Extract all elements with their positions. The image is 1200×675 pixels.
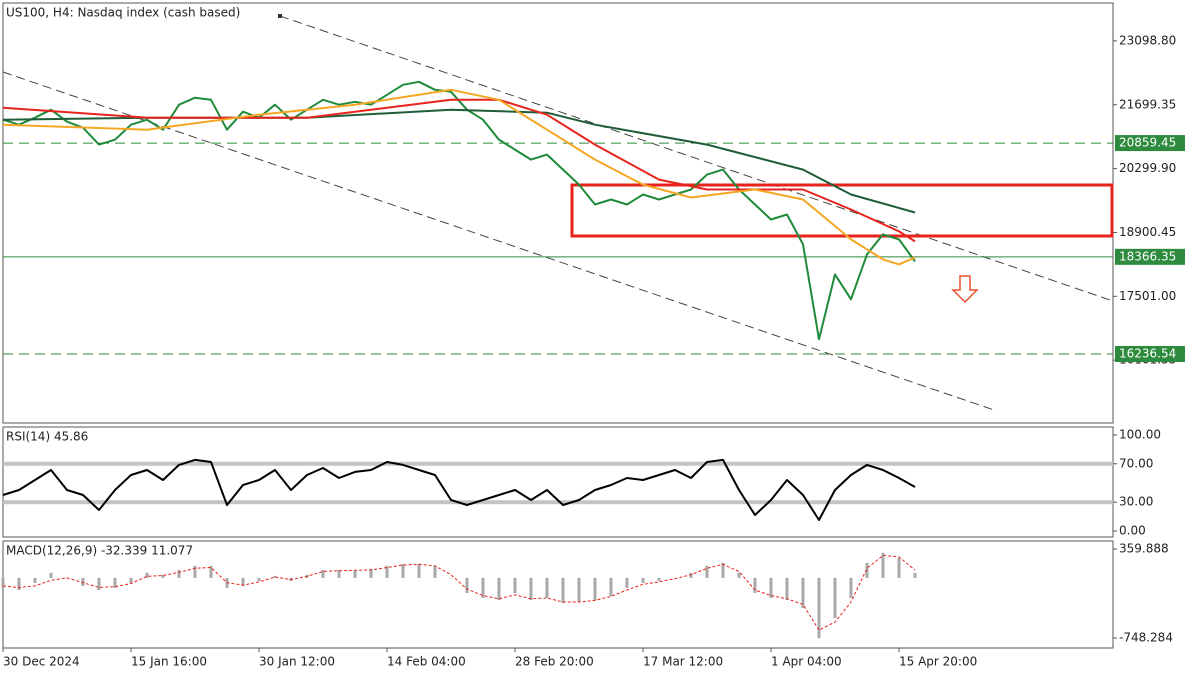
histogram-bar <box>657 577 661 581</box>
histogram-bar <box>577 577 581 602</box>
histogram-bar <box>497 577 501 600</box>
histogram-bar <box>97 577 101 590</box>
y-tick-label: 18900.45 <box>1119 225 1176 239</box>
histogram-bar <box>897 557 901 578</box>
series-line <box>2 554 916 631</box>
histogram-bar <box>625 577 629 588</box>
histogram-bar <box>433 565 437 578</box>
x-tick-label: 14 Feb 04:00 <box>387 655 466 669</box>
y-tick-label: 30.00 <box>1119 495 1153 509</box>
level-box <box>1115 248 1185 265</box>
histogram-bar <box>177 569 181 578</box>
y-tick-label: 100.00 <box>1119 427 1161 441</box>
y-tick-label: 0.00 <box>1119 523 1146 537</box>
histogram-bar <box>641 577 645 583</box>
histogram-bar <box>593 577 597 600</box>
resistance-zone <box>570 183 1114 238</box>
histogram-bar <box>481 577 485 598</box>
histogram-bar <box>721 562 725 578</box>
histogram-bar <box>33 577 37 583</box>
histogram-bar <box>769 577 773 598</box>
histogram-bar <box>449 577 453 579</box>
histogram-bar <box>833 577 837 619</box>
y-tick-label: 23098.80 <box>1119 33 1176 47</box>
histogram-bar <box>81 577 85 586</box>
histogram-bar <box>321 569 325 578</box>
histogram-bar <box>129 577 133 583</box>
channel-upper <box>279 15 1111 301</box>
histogram-bar <box>369 568 373 578</box>
histogram-bar <box>401 563 405 578</box>
histogram-bar <box>465 577 469 594</box>
histogram-bar <box>209 565 213 578</box>
histogram-bar <box>673 577 677 579</box>
histogram-bar <box>113 577 117 588</box>
histogram-bar <box>609 577 613 596</box>
histogram-bar <box>385 565 389 578</box>
level-label: 16236.54 <box>1119 346 1176 360</box>
histogram-bar <box>705 565 709 578</box>
histogram-bar <box>737 572 741 578</box>
x-tick-label: 30 Dec 2024 <box>3 655 80 669</box>
level-label: 20859.45 <box>1119 136 1176 150</box>
level-box <box>1115 135 1185 152</box>
y-tick-label: -748.284 <box>1119 630 1173 644</box>
series-line <box>2 88 916 266</box>
histogram-bar <box>273 575 277 578</box>
histogram-bar <box>881 552 885 578</box>
x-tick-label: 1 Apr 04:00 <box>771 655 842 669</box>
histogram-bar <box>1 577 5 588</box>
histogram-bar <box>689 572 693 578</box>
histogram-bar <box>17 577 21 590</box>
panel-title: MACD(12,26,9) -32.339 11.077 <box>6 544 193 558</box>
rsi-panel <box>2 426 1114 538</box>
plot-layer: 23098.80 21699.35 20299.90 18900.45 17501.00… <box>1 6 1185 669</box>
histogram-bar <box>785 577 789 600</box>
x-tick-label: 15 Apr 20:00 <box>899 655 977 669</box>
histogram-bar <box>849 577 853 598</box>
histogram-bar <box>241 577 245 586</box>
panel-title: US100, H4: Nasdaq index (cash based) <box>6 6 240 20</box>
histogram-bar <box>865 562 869 578</box>
histogram-bar <box>49 572 53 578</box>
histogram-bar <box>801 577 805 609</box>
histogram-bar <box>817 577 821 639</box>
histogram-bar <box>417 563 421 578</box>
histogram-bar <box>561 577 565 604</box>
y-tick-label: 21699.35 <box>1119 97 1176 111</box>
x-tick-label: 30 Jan 12:00 <box>259 655 335 669</box>
y-tick-label: 70.00 <box>1119 456 1153 470</box>
series-line <box>2 98 916 243</box>
y-tick-label: 17501.00 <box>1119 289 1176 303</box>
histogram-bar <box>513 577 517 594</box>
histogram-bar <box>913 572 917 578</box>
panel-title: RSI(14) 45.86 <box>6 430 88 444</box>
x-tick-label: 28 Feb 20:00 <box>515 655 594 669</box>
down-arrow <box>951 275 979 304</box>
histogram-bar <box>529 577 533 600</box>
x-tick-label: 17 Mar 12:00 <box>643 655 723 669</box>
histogram-bar <box>145 572 149 578</box>
histogram-bar <box>753 577 757 594</box>
series-line <box>2 458 916 521</box>
histogram-bar <box>257 577 261 581</box>
x-tick-label: 15 Jan 16:00 <box>131 655 207 669</box>
histogram-bar <box>353 569 357 578</box>
macd-panel <box>2 540 1114 649</box>
histogram-bar <box>161 574 165 578</box>
channel-lower <box>2 71 998 412</box>
histogram-bar <box>545 577 549 598</box>
histogram-bar <box>337 569 341 578</box>
histogram-bar <box>193 565 197 578</box>
y-tick-label: 359.888 <box>1119 542 1169 556</box>
level-box <box>1115 345 1185 362</box>
level-label: 18366.35 <box>1119 249 1176 263</box>
anchor-point <box>278 14 282 18</box>
y-tick-label: 20299.90 <box>1119 161 1176 175</box>
